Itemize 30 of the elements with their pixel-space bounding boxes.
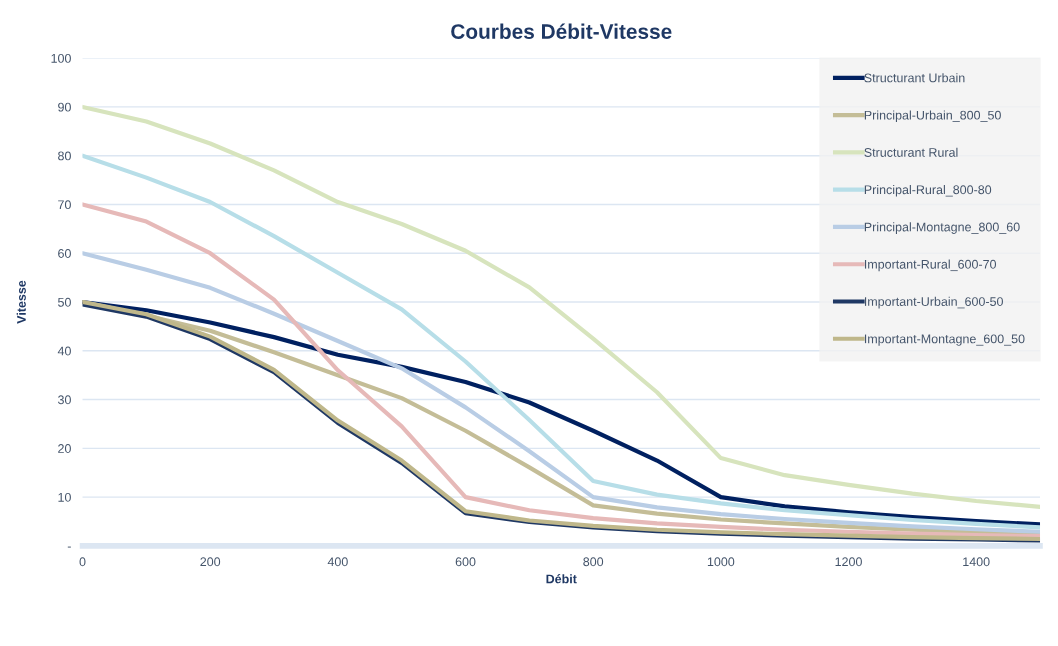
legend-label: Principal-Montagne_800_60 <box>864 222 1020 234</box>
x-tick-label: 200 <box>200 557 221 567</box>
legend-label: Principal-Rural_800-80 <box>864 184 992 197</box>
y-tick-label: 30 <box>57 395 71 405</box>
x-tick-label: 1200 <box>835 557 862 567</box>
legend-label: Structurant Urbain <box>864 73 965 83</box>
x-tick-label: 0 <box>79 557 86 567</box>
chart-title: Courbes Débit-Vitesse <box>451 23 672 39</box>
y-tick-label: 20 <box>58 444 71 453</box>
y-tick-label: 100 <box>51 53 71 63</box>
y-tick-label: 50 <box>58 297 71 307</box>
legend-label: Important-Montagne_600_50 <box>864 334 1025 346</box>
y-tick-label: 80 <box>58 151 71 161</box>
y-tick-label: 10 <box>58 492 71 502</box>
y-axis-title: Vitesse <box>16 280 26 324</box>
y-tick-label: 60 <box>58 249 71 258</box>
y-tick-label: 90 <box>58 102 71 112</box>
y-tick-label: 70 <box>58 200 71 210</box>
x-tick-label: 800 <box>583 557 604 567</box>
y-tick-label: - <box>67 546 71 548</box>
x-tick-label: 600 <box>455 557 476 567</box>
legend-label: Important-Urbain_600-50 <box>864 296 1003 309</box>
y-tick-label: 40 <box>57 346 71 356</box>
x-tick-label: 400 <box>327 557 348 567</box>
legend-label: Important-Rural_600-70 <box>864 259 997 272</box>
x-tick-label: 1400 <box>963 557 990 567</box>
legend-label: Structurant Rural <box>864 147 958 157</box>
x-tick-label: 1000 <box>707 557 735 567</box>
x-axis-title: Débit <box>546 574 577 584</box>
legend-label: Principal-Urbain_800_50 <box>864 110 1001 123</box>
